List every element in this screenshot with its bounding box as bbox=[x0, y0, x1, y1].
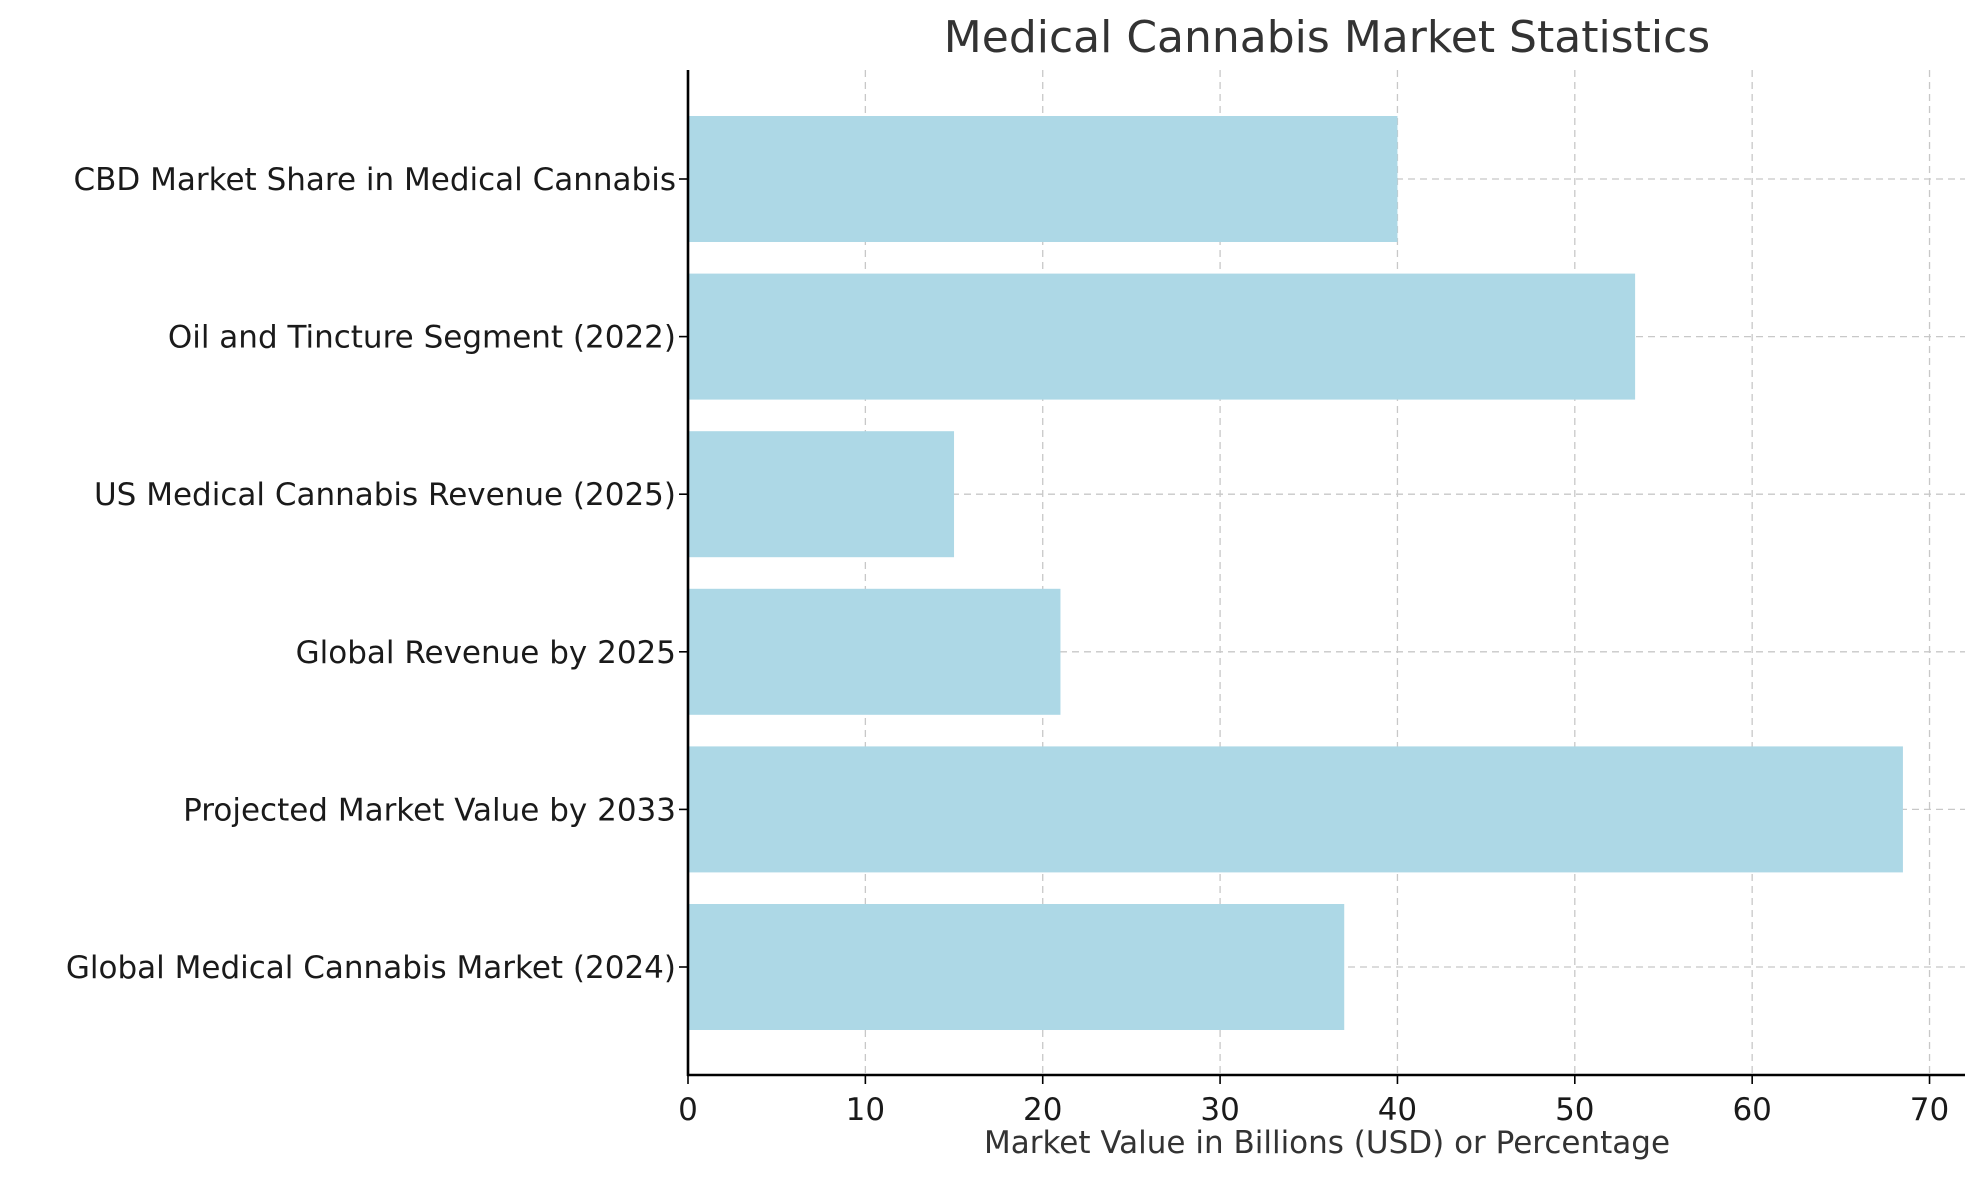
chart-title: Medical Cannabis Market Statistics bbox=[944, 12, 1710, 63]
x-tick-label: 50 bbox=[1555, 1092, 1594, 1128]
category-label: Global Revenue by 2025 bbox=[296, 635, 676, 671]
category-label: Global Medical Cannabis Market (2024) bbox=[66, 950, 676, 986]
bar bbox=[688, 746, 1903, 873]
bars-layer bbox=[688, 116, 1903, 1030]
x-tick-label: 20 bbox=[1023, 1092, 1062, 1128]
category-label: Oil and Tincture Segment (2022) bbox=[168, 320, 676, 356]
category-label: CBD Market Share in Medical Cannabis bbox=[74, 162, 676, 198]
category-label: Projected Market Value by 2033 bbox=[183, 792, 676, 828]
x-tick-label: 70 bbox=[1910, 1092, 1949, 1128]
x-tick-label: 0 bbox=[678, 1092, 698, 1128]
category-label: US Medical Cannabis Revenue (2025) bbox=[94, 477, 676, 513]
axes-layer bbox=[679, 70, 1965, 1084]
bar bbox=[688, 431, 955, 558]
x-tick-label: 30 bbox=[1200, 1092, 1239, 1128]
bar bbox=[688, 588, 1061, 715]
bar bbox=[688, 116, 1398, 242]
labels-layer: 0 10 20 30 40 50 60 70 CBD Market Share in Medic… bbox=[66, 162, 1949, 1128]
x-tick-label: 40 bbox=[1378, 1092, 1417, 1128]
x-tick-label: 10 bbox=[846, 1092, 885, 1128]
bar bbox=[688, 904, 1345, 1030]
x-tick-label: 60 bbox=[1732, 1092, 1771, 1128]
x-axis-title: Market Value in Billions (USD) or Percen… bbox=[984, 1125, 1670, 1161]
bar bbox=[688, 273, 1636, 400]
